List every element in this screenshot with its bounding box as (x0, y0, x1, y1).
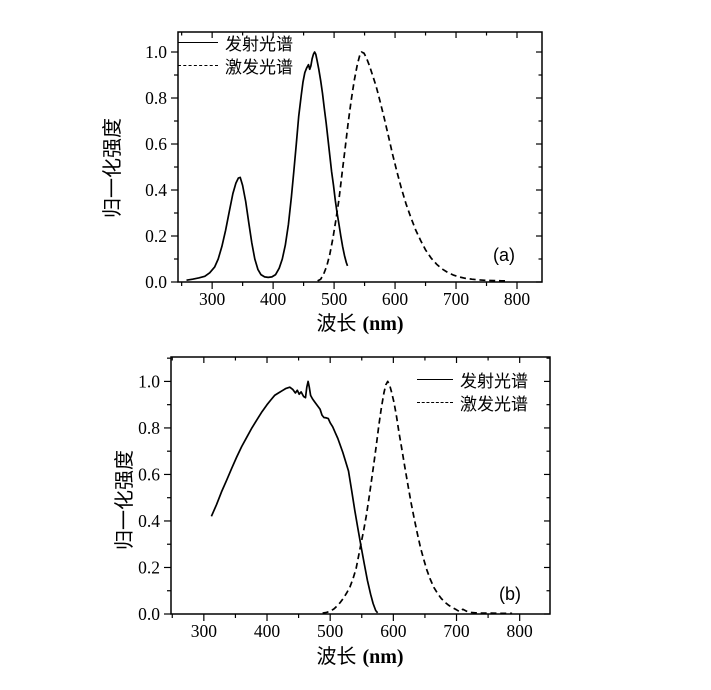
x-tick-label: 700 (443, 289, 470, 309)
x-axis-title-a: 波长 (nm) (240, 311, 480, 337)
series-emission (186, 51, 349, 282)
y-tick-label: 0.8 (145, 88, 167, 108)
y-tick-label: 0.2 (145, 226, 167, 246)
chart-a: 300 400 500 600 700 800 0.0 0.2 0.4 0.6 0.8 1.0 (145, 31, 543, 309)
legend-item-excitation-b: 激发光谱 (417, 391, 528, 414)
series-excitation (322, 380, 513, 615)
x-tick-label: 400 (254, 621, 281, 641)
x-tick-label: 700 (443, 621, 470, 641)
x-tick-label: 500 (321, 289, 348, 309)
legend-label: 发射光谱 (225, 35, 293, 54)
solid-line-sample (178, 42, 218, 43)
y-tick-label: 0.6 (138, 464, 160, 484)
x-tick-label: 300 (191, 621, 218, 641)
x-tick-label: 800 (504, 289, 531, 309)
y-tick-label: 0.0 (138, 604, 160, 624)
y-axis-title-b: 归一化强度 (114, 450, 136, 550)
x-tick-label: 300 (199, 289, 226, 309)
x-axis-title-text-b: 波长 (316, 646, 357, 668)
solid-line-sample (417, 379, 453, 380)
legend-label: 发射光谱 (460, 372, 528, 391)
dashed-line-sample (178, 65, 218, 66)
x-tick-label: 400 (260, 289, 287, 309)
y-tick-label: 0.4 (138, 511, 160, 531)
panel-label-b: (b) (499, 584, 521, 604)
legend-item-emission-b: 发射光谱 (417, 368, 528, 391)
x-tick-label: 600 (382, 289, 409, 309)
x-axis-unit-b: (nm) (362, 646, 404, 668)
x-tick-label: 500 (317, 621, 344, 641)
chart-b: 300 400 500 600 700 800 0.0 0.2 0.4 0.6 0.8 1.0 (138, 356, 551, 641)
legend-a: 发射光谱 激发光谱 (178, 31, 293, 77)
dashed-line-sample (417, 402, 453, 403)
y-tick-label: 0.6 (145, 134, 167, 154)
legend-b: 发射光谱 激发光谱 (417, 368, 528, 414)
y-tick-label: 1.0 (145, 42, 167, 62)
legend-label: 激发光谱 (225, 58, 293, 77)
legend-item-excitation-a: 激发光谱 (178, 54, 293, 77)
x-tick-label: 800 (507, 621, 534, 641)
x-tick-label: 600 (380, 621, 407, 641)
x-axis-title-b: 波长 (nm) (240, 644, 480, 670)
y-tick-label: 0.4 (145, 180, 167, 200)
series-emission (210, 380, 379, 614)
plot-frame (177, 31, 543, 283)
y-axis-title-a: 归一化强度 (102, 118, 124, 218)
y-tick-label: 0.2 (138, 557, 160, 577)
legend-label: 激发光谱 (460, 395, 528, 414)
y-tick-label: 1.0 (138, 371, 160, 391)
legend-item-emission-a: 发射光谱 (178, 31, 293, 54)
y-tick-label: 0.0 (145, 272, 167, 292)
x-axis-unit-a: (nm) (362, 313, 404, 335)
plot-frame (170, 356, 551, 615)
panel-label-a: (a) (493, 245, 515, 265)
series-excitation (317, 51, 509, 282)
y-tick-label: 0.8 (138, 418, 160, 438)
x-axis-title-text-a: 波长 (316, 313, 357, 335)
